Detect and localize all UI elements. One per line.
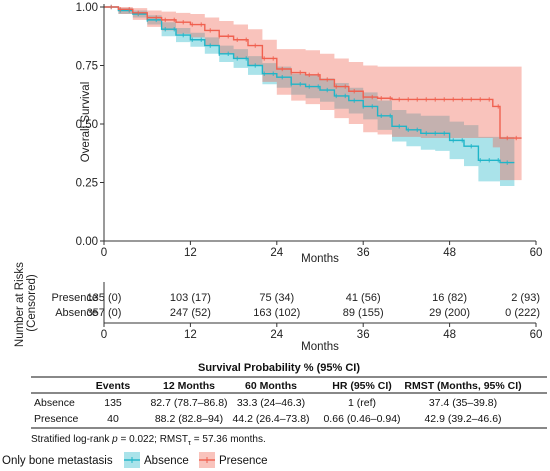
risk-value: 75 (34) xyxy=(259,292,294,304)
risk-x-tick-label: 60 xyxy=(530,329,543,341)
y-axis-ticks: 0.00 0.25 0.50 0.75 1.00 xyxy=(76,2,104,248)
censor-marks xyxy=(110,4,517,165)
x-tick-label: 24 xyxy=(270,247,283,259)
y-tick-label: 0.50 xyxy=(76,119,98,131)
risk-x-tick-label: 24 xyxy=(270,329,283,341)
y-tick-label: 0.75 xyxy=(76,61,98,73)
legend-label: Absence xyxy=(144,455,189,467)
table-header-row: Events 12 Months 60 Months HR (95% CI) RMST … xyxy=(96,380,522,392)
x-tick-label: 60 xyxy=(530,247,543,259)
table-body: Absence 135 82.7 (78.7–86.8) 33.3 (24–46.3)… xyxy=(34,397,502,425)
summary-table-title: Survival Probability % (95% CI) xyxy=(198,362,360,374)
legend-label: Presence xyxy=(219,455,268,467)
table-cell: 1 (ref) xyxy=(348,397,376,409)
stats-footnote: Stratified log-rank p = 0.022; RMSTτ = 5… xyxy=(31,434,266,447)
summary-table: Survival Probability % (95% CI) Events 12… xyxy=(31,362,547,429)
x-tick-label: 12 xyxy=(184,247,197,259)
risk-x-tick-label: 12 xyxy=(184,329,197,341)
risk-value: 0 (222) xyxy=(505,307,540,319)
table-header-cell: Events xyxy=(96,380,131,392)
footnote-part1: Stratified log-rank xyxy=(31,434,112,445)
risk-value: 16 (82) xyxy=(432,292,467,304)
x-axis-title: Months xyxy=(301,253,339,265)
y-tick-label: 0.00 xyxy=(76,236,98,248)
table-cell: 37.4 (35–39.8) xyxy=(429,397,497,409)
confidence-bands xyxy=(104,7,522,187)
km-plot: Overall Survival 0 12 24 36 48 60 0.00 0.25 0.5… xyxy=(76,2,543,265)
table-cell: Presence xyxy=(34,413,79,425)
risk-table-ylabel: Number at Risks (Censored) xyxy=(14,259,38,347)
legend: Only bone metastasis Absence Presence xyxy=(2,452,268,468)
risk-x-tick-label: 0 xyxy=(101,329,107,341)
risk-value: 247 (52) xyxy=(170,307,211,319)
y-axis-title: Overall Survival xyxy=(80,82,92,163)
table-cell: 88.2 (82.8–94) xyxy=(155,413,223,425)
risk-x-tick-label: 36 xyxy=(357,329,370,341)
y-tick-label: 0.25 xyxy=(76,178,98,190)
risk-value: 89 (155) xyxy=(343,307,384,319)
risk-value: 41 (56) xyxy=(346,292,381,304)
risk-x-axis-title: Months xyxy=(301,341,339,353)
risk-value: 29 (200) xyxy=(429,307,470,319)
risk-group-label: Presence xyxy=(52,292,98,304)
footnote-p: p xyxy=(111,434,118,445)
footnote-part3: = 57.36 months. xyxy=(191,434,266,445)
risk-value: 163 (102) xyxy=(253,307,300,319)
x-axis-ticks: 0 12 24 36 48 60 xyxy=(101,241,543,259)
table-header-cell: 60 Months xyxy=(245,380,297,392)
x-tick-label: 36 xyxy=(357,247,370,259)
risk-group-label: Absence xyxy=(55,307,98,319)
risk-ylabel-line1: Number at Risks xyxy=(14,262,26,347)
table-cell: 0.66 (0.46–0.94) xyxy=(323,413,400,425)
table-header-cell: 12 Months xyxy=(163,380,215,392)
risk-x-tick-label: 48 xyxy=(443,329,456,341)
table-cell: 42.9 (39.2–46.6) xyxy=(424,413,501,425)
table-cell: 82.7 (78.7–86.8) xyxy=(150,397,227,409)
km-line-presence xyxy=(104,6,522,139)
table-cell: 44.2 (26.4–73.8) xyxy=(232,413,309,425)
footnote-part2: = 0.022; RMST xyxy=(118,434,188,445)
table-header-cell: HR (95% CI) xyxy=(332,380,392,392)
table-cell: Absence xyxy=(34,397,75,409)
ci-band-absence xyxy=(104,7,515,187)
legend-items: Absence Presence xyxy=(124,452,268,468)
risk-value: 103 (17) xyxy=(170,292,211,304)
x-tick-label: 48 xyxy=(443,247,456,259)
risk-x-axis-ticks: 0 12 24 36 48 60 xyxy=(101,323,543,341)
legend-title: Only bone metastasis xyxy=(2,455,113,467)
risk-ylabel-line2: (Censored) xyxy=(26,274,38,332)
table-cell: 40 xyxy=(107,413,119,425)
y-tick-label: 1.00 xyxy=(76,2,98,14)
x-tick-label: 0 xyxy=(101,247,107,259)
risk-value: 2 (93) xyxy=(511,292,540,304)
footnote-subscript: τ xyxy=(188,438,191,447)
ci-band-presence xyxy=(104,7,522,181)
table-cell: 135 xyxy=(104,397,122,409)
table-cell: 33.3 (24–46.3) xyxy=(237,397,305,409)
table-header-cell: RMST (Months, 95% CI) xyxy=(404,380,521,392)
